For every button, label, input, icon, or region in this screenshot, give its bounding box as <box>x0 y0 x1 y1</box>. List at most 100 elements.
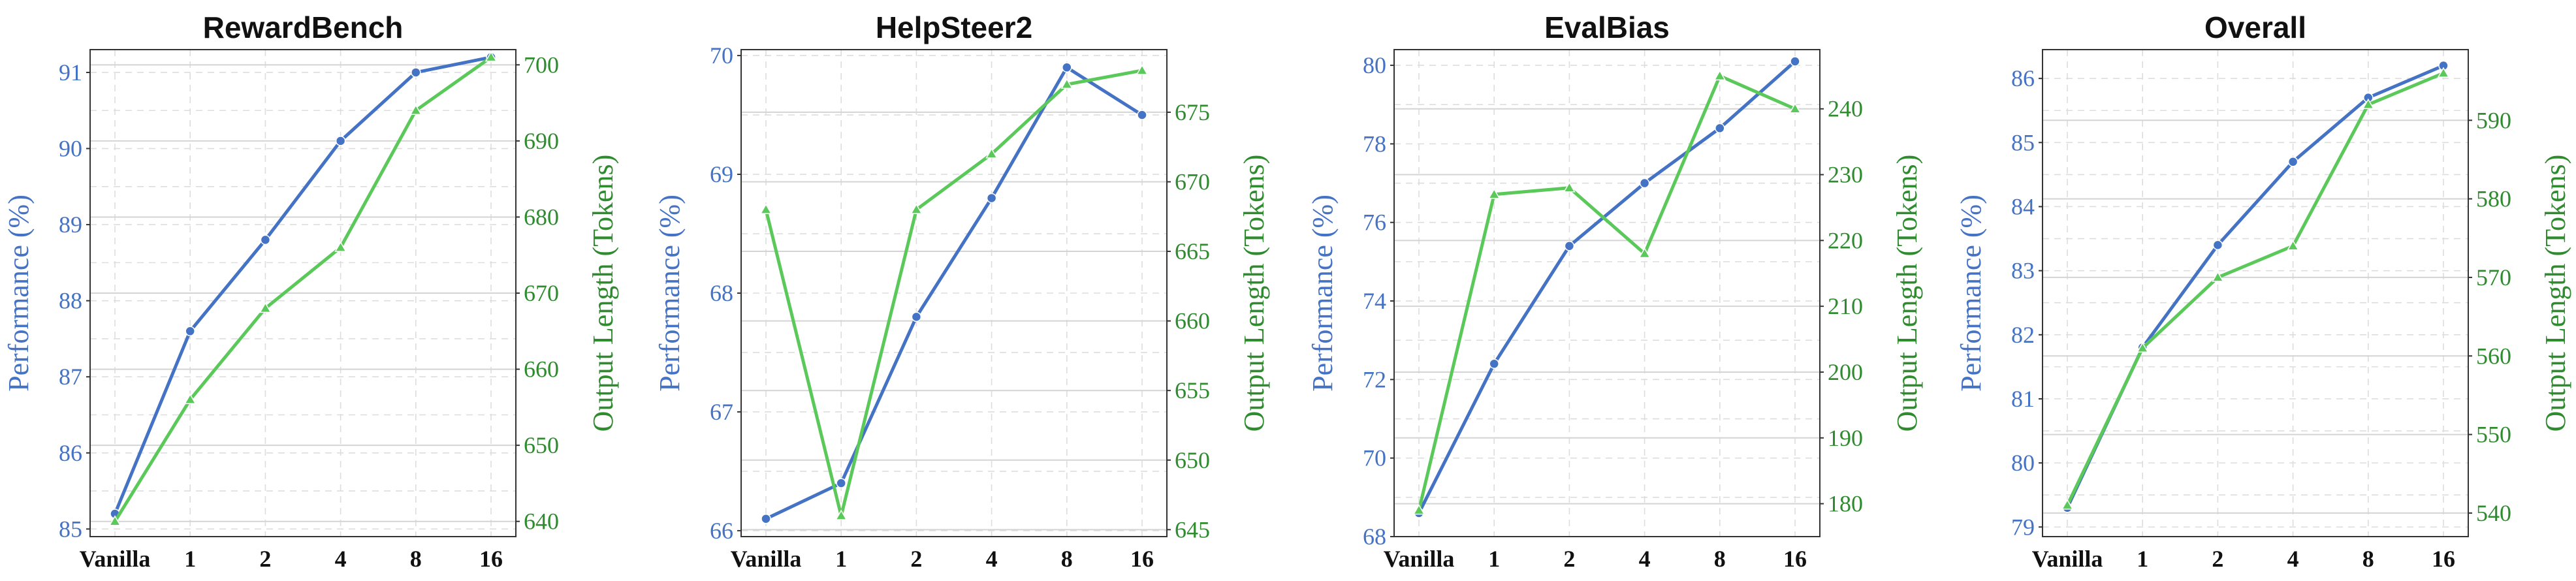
x-tick-label: 4 <box>335 546 347 572</box>
y-tick-label-output-length: 660 <box>1175 308 1210 334</box>
panel-title: RewardBench <box>203 10 404 44</box>
data-point-performance <box>836 478 846 488</box>
data-point-performance <box>1715 123 1725 134</box>
x-tick-label: 16 <box>1783 546 1807 572</box>
data-point-output-length <box>1060 78 1073 89</box>
y-tick-label-output-length: 645 <box>1175 516 1210 542</box>
series-line-output-length <box>2065 71 2444 506</box>
y-tick-label-performance: 91 <box>59 59 82 86</box>
y-tick-label-output-length: 670 <box>524 280 559 306</box>
data-point-output-length <box>759 203 772 214</box>
y-tick-label-performance: 81 <box>2011 386 2035 412</box>
y-tick-label-output-length: 180 <box>1828 491 1863 517</box>
y-tick-label-performance: 86 <box>2011 65 2035 91</box>
y-tick-label-output-length: 220 <box>1828 227 1863 253</box>
y-tick-label-output-length: 675 <box>1175 99 1210 125</box>
data-point-performance <box>411 67 421 78</box>
y-tick-label-performance: 83 <box>2011 258 2035 284</box>
y-axis-label-performance: Performance (%) <box>3 195 35 392</box>
data-point-performance <box>1137 110 1147 120</box>
y-tick-label-output-length: 190 <box>1828 425 1863 451</box>
data-point-output-length <box>1412 504 1425 515</box>
x-tick-label: 1 <box>1488 546 1500 572</box>
data-point-output-length <box>835 509 848 520</box>
x-tick-label: 8 <box>1714 546 1726 572</box>
data-point-output-length <box>2437 67 2450 78</box>
y-tick-label-output-length: 660 <box>524 356 559 383</box>
series-line-output-length <box>764 69 1143 518</box>
y-tick-label-performance: 68 <box>1363 524 1386 550</box>
data-point-output-length <box>2136 341 2149 353</box>
data-point-output-length <box>183 393 197 404</box>
y-tick-label-performance: 85 <box>59 516 82 542</box>
data-point-performance <box>986 193 997 204</box>
x-tick-label: 16 <box>1130 546 1154 572</box>
data-point-performance <box>260 234 271 245</box>
y-tick-label-performance: 78 <box>1363 131 1386 157</box>
y-tick-label-output-length: 650 <box>1175 447 1210 473</box>
panel-evalbias: EvalBias Performance (%) Output Length (… <box>1307 10 1923 572</box>
data-point-output-length <box>259 302 272 313</box>
series-line-performance <box>2065 64 2444 509</box>
y-tick-label-output-length: 655 <box>1175 377 1210 403</box>
y-tick-label-performance: 69 <box>710 161 733 187</box>
data-point-output-length <box>910 203 923 214</box>
y-tick-label-performance: 68 <box>710 280 733 306</box>
y-tick-label-performance: 85 <box>2011 129 2035 155</box>
y-tick-label-output-length: 550 <box>2476 422 2511 448</box>
y-axis-label-output-length: Output Length (Tokens) <box>2539 155 2571 432</box>
y-tick-label-output-length: 680 <box>524 204 559 230</box>
data-point-performance <box>1639 178 1650 189</box>
x-tick-label: 4 <box>1639 546 1651 572</box>
data-point-performance <box>761 513 771 524</box>
y-tick-label-output-length: 665 <box>1175 238 1210 264</box>
x-tick-label: 1 <box>835 546 847 572</box>
data-point-output-length <box>1713 69 1726 81</box>
y-tick-label-performance: 66 <box>710 518 733 544</box>
x-tick-label: 1 <box>184 546 196 572</box>
y-tick-label-performance: 67 <box>710 399 733 425</box>
y-tick-label-performance: 82 <box>2011 322 2035 348</box>
data-point-output-length <box>334 241 347 252</box>
series-line-output-length <box>113 55 492 523</box>
y-tick-label-output-length: 540 <box>2476 500 2511 526</box>
y-tick-label-performance: 80 <box>1363 52 1386 78</box>
data-point-performance <box>1489 358 1499 369</box>
data-point-output-length <box>485 51 498 62</box>
y-tick-label-output-length: 650 <box>524 432 559 458</box>
x-tick-label: 2 <box>259 546 271 572</box>
data-point-output-length <box>1789 102 1802 114</box>
y-axis-label-output-length: Output Length (Tokens) <box>1891 155 1923 432</box>
y-tick-label-output-length: 640 <box>524 509 559 535</box>
y-tick-label-output-length: 230 <box>1828 162 1863 188</box>
x-tick-label: 1 <box>2137 546 2148 572</box>
x-tick-label: Vanilla <box>1384 546 1455 572</box>
x-tick-label: 2 <box>2212 546 2223 572</box>
data-point-output-length <box>1638 247 1651 259</box>
panel-rewardbench: RewardBench Performance (%) Output Lengt… <box>3 10 619 572</box>
y-tick-label-performance: 87 <box>59 364 82 390</box>
y-axis-label-performance: Performance (%) <box>654 195 686 392</box>
data-point-output-length <box>2212 271 2224 282</box>
y-axis-label-performance: Performance (%) <box>1307 195 1339 392</box>
data-point-output-length <box>1563 181 1576 193</box>
y-tick-label-performance: 90 <box>59 136 82 162</box>
series-line-performance <box>113 55 492 514</box>
x-tick-label: 8 <box>410 546 422 572</box>
y-tick-label-performance: 79 <box>2011 514 2035 540</box>
data-point-output-length <box>2362 98 2375 109</box>
x-tick-label: 8 <box>1061 546 1073 572</box>
y-tick-label-performance: 72 <box>1363 366 1386 392</box>
y-tick-label-output-length: 580 <box>2476 186 2511 212</box>
panel-title: EvalBias <box>1544 10 1670 44</box>
x-tick-label: 8 <box>2362 546 2374 572</box>
panel-title: Overall <box>2204 10 2306 44</box>
y-axis-label-output-length: Output Length (Tokens) <box>1238 155 1270 432</box>
data-point-output-length <box>2061 499 2074 510</box>
y-tick-label-performance: 70 <box>710 42 733 69</box>
series-line-performance <box>1417 60 1796 514</box>
y-tick-label-output-length: 590 <box>2476 107 2511 133</box>
y-tick-label-output-length: 560 <box>2476 343 2511 369</box>
plot-frame <box>2042 49 2469 537</box>
